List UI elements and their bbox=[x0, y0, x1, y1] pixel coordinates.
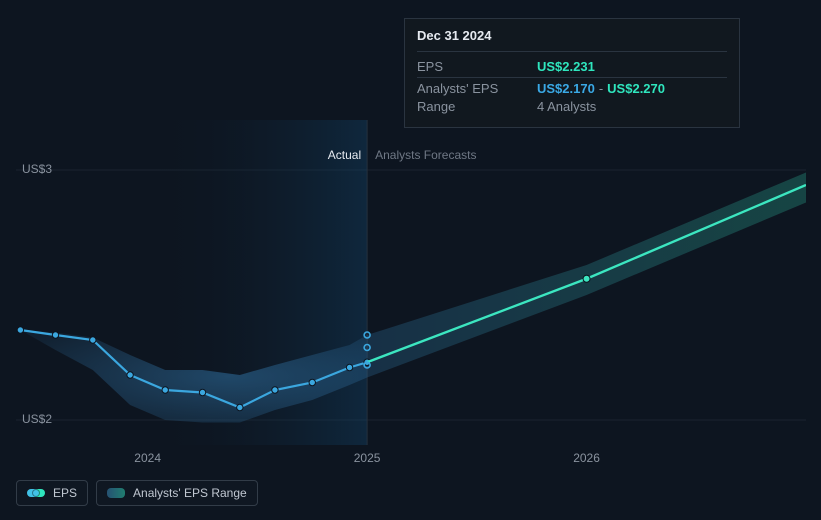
tooltip-date: Dec 31 2024 bbox=[417, 27, 727, 52]
legend-item-range[interactable]: Analysts' EPS Range bbox=[96, 480, 258, 506]
x-axis-label: 2024 bbox=[134, 451, 161, 465]
section-label-forecast: Analysts Forecasts bbox=[375, 148, 476, 162]
legend: EPS Analysts' EPS Range bbox=[16, 480, 258, 506]
y-axis-label: US$3 bbox=[22, 162, 52, 176]
legend-label-eps: EPS bbox=[53, 486, 77, 500]
range-swatch-icon bbox=[107, 488, 125, 498]
plot-area[interactable] bbox=[16, 120, 806, 445]
x-axis-label: 2025 bbox=[354, 451, 381, 465]
tooltip-range-hi: US$2.270 bbox=[607, 81, 665, 96]
legend-label-range: Analysts' EPS Range bbox=[133, 486, 247, 500]
tooltip-range-label: Analysts' EPS Range bbox=[417, 78, 537, 118]
eps-chart: US$2 US$3 2024 2025 2026 Actual Analysts… bbox=[0, 0, 821, 520]
tooltip-eps-label: EPS bbox=[417, 56, 537, 78]
tooltip-analysts: 4 Analysts bbox=[537, 98, 727, 116]
legend-item-eps[interactable]: EPS bbox=[16, 480, 88, 506]
tooltip-range-lo: US$2.170 bbox=[537, 81, 595, 96]
plot-svg bbox=[16, 120, 806, 445]
section-label-actual: Actual bbox=[328, 148, 361, 162]
tooltip-range-sep: - bbox=[595, 81, 607, 96]
tooltip: Dec 31 2024 EPS US$2.231 Analysts' EPS R… bbox=[404, 18, 740, 128]
eps-swatch-icon bbox=[27, 489, 45, 497]
x-axis-label: 2026 bbox=[573, 451, 600, 465]
tooltip-eps-value: US$2.231 bbox=[537, 59, 595, 74]
y-axis-label: US$2 bbox=[22, 412, 52, 426]
